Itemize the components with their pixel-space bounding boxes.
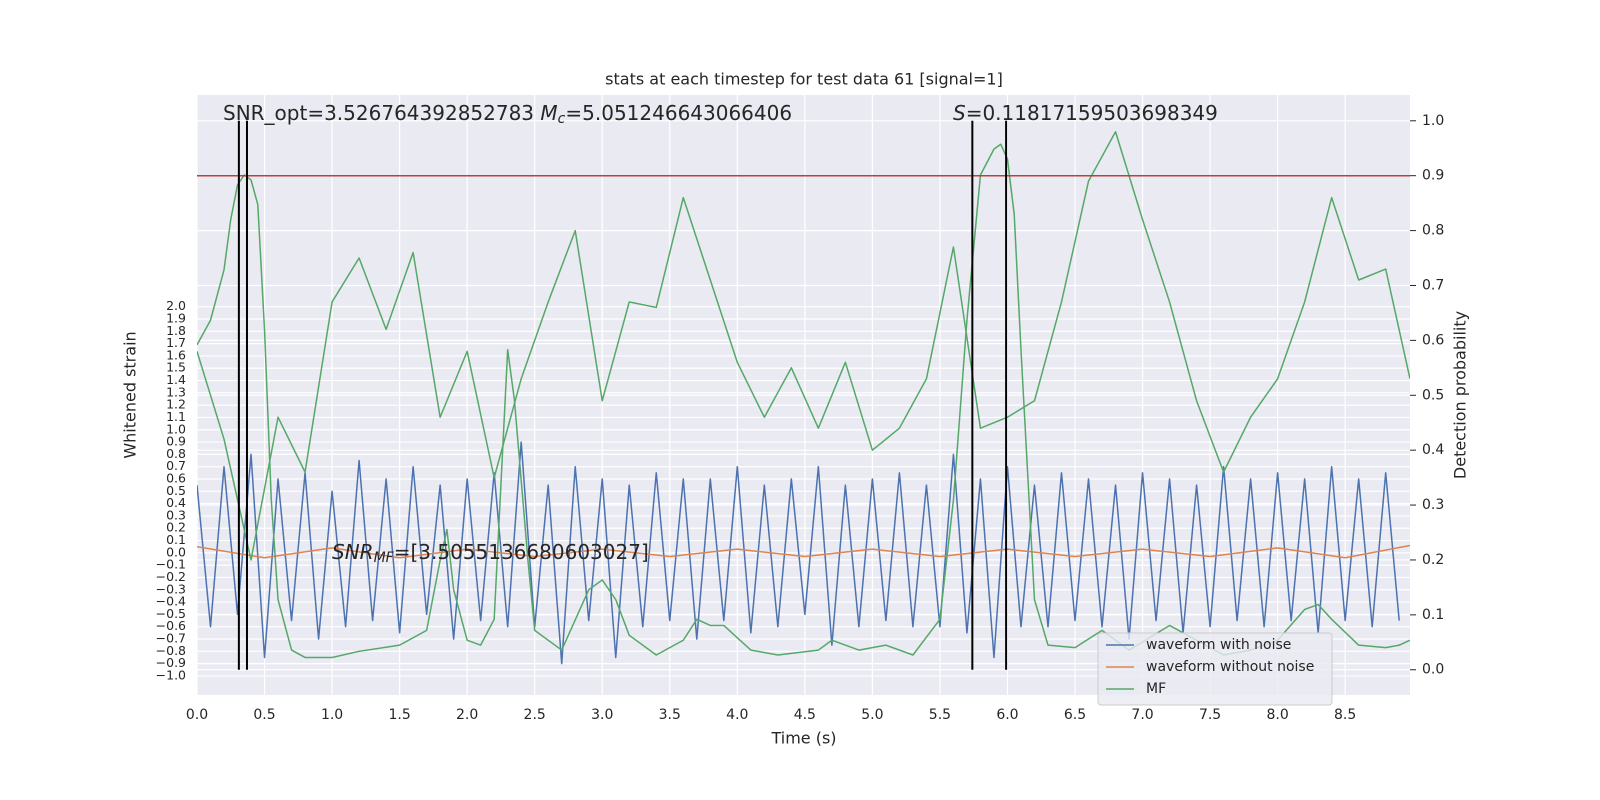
series-line [197,544,1410,559]
x-axis-label: Time (s) [770,729,836,748]
y-axis-label: Whitened strain [121,331,140,458]
x-tick-label: 8.5 [1334,707,1356,723]
plot-area [197,120,1410,670]
x-tick-label: 1.5 [388,707,410,723]
y2-tick-label: 1.0 [1422,113,1444,129]
series-line [197,441,1400,665]
y-tick-label: 0.8 [166,446,186,461]
x-tick-label: 7.5 [1199,707,1221,723]
y-tick-label: 1.4 [166,372,186,387]
y-tick-label: 1.2 [166,397,186,412]
x-tick-label: 5.5 [929,707,951,723]
x-tick-label: 2.0 [456,707,478,723]
x-tick-label: 3.0 [591,707,613,723]
y2-tick-label: 0.4 [1422,442,1444,458]
annotation-text: SNR_opt=3.526764392852783 [223,101,540,125]
axes: 0.0 0.5 1.0 1.5 2.0 2.5 3.0 3.5 4.0 4.5 5.0 5.5 6.0 6… [156,113,1445,723]
y2-axis-label: Detection probability [1451,311,1470,479]
y-tick-label: −1.0 [156,667,186,682]
x-tick-label: 0.5 [253,707,275,723]
annotation-text: SNR [332,540,374,564]
y2-tick-label: 0.2 [1422,552,1444,568]
y-tick-label: 1.0 [166,421,186,436]
legend-label: MF [1146,681,1166,697]
x-tick-label: 0.0 [186,707,208,723]
legend-label: waveform without noise [1146,659,1314,675]
x-tick-label: 5.0 [861,707,883,723]
annotation: S=0.11817159503698349 [953,101,1218,125]
y2-tick-label: 0.0 [1422,662,1444,678]
annotation-text: S [953,101,966,125]
x-tick-label: 6.0 [996,707,1018,723]
x-tick-label: 3.5 [659,707,681,723]
y-tick-label: 1.6 [166,347,186,362]
y2-tick-label: 0.9 [1422,168,1444,184]
annotation-text: =0.11817159503698349 [966,101,1218,125]
annotation-text: MF [374,550,395,566]
y-tick-label: −0.4 [156,594,186,609]
y-tick-label: 0.7 [166,458,186,473]
y-tick-label: 1.8 [166,323,186,338]
y2-tick-label: 0.5 [1422,387,1444,403]
y-tick-label: 1.1 [166,409,186,424]
y-tick-label: −0.9 [156,655,186,670]
annotation-text: M [540,101,557,125]
y-tick-label: 0.9 [166,434,186,449]
annotation-text: c [558,111,566,127]
y2-tick-label: 0.1 [1422,607,1444,623]
y2-tick-label: 0.3 [1422,497,1444,513]
y-tick-label: −0.8 [156,643,186,658]
annotation: SNRMF=[3.5055136680603027] [332,540,649,567]
y-tick-label: −0.6 [156,618,186,633]
y-tick-label: −0.2 [156,569,186,584]
y-tick-label: −0.5 [156,606,186,621]
legend: waveform with noise waveform without nois… [1097,632,1333,706]
chart-title: stats at each timestep for test data 61 … [605,70,1003,89]
annotation-text: =5.051246643066406 [565,101,792,125]
y-tick-label: −0.1 [156,557,186,572]
y-tick-label: 0.1 [166,532,186,547]
y2-tick-label: 0.8 [1422,223,1444,239]
x-tick-label: 4.0 [726,707,748,723]
y-tick-label: 1.5 [166,360,186,375]
x-tick-label: 1.0 [321,707,343,723]
x-tick-label: 2.5 [524,707,546,723]
x-tick-label: 4.5 [794,707,816,723]
y-tick-label: 0.2 [166,520,186,535]
y-tick-label: 0.6 [166,471,186,486]
y-tick-label: 0.0 [166,544,186,559]
y-tick-label: 0.3 [166,507,186,522]
y-tick-label: −0.7 [156,631,186,646]
x-tick-label: 7.0 [1131,707,1153,723]
legend-label: waveform with noise [1146,637,1291,653]
y-tick-label: 0.4 [166,495,186,510]
y2-tick-label: 0.7 [1422,277,1444,293]
y-tick-label: 2.0 [166,298,186,313]
legend-box [1097,632,1333,706]
x-tick-label: 8.0 [1266,707,1288,723]
y2-tick-label: 0.6 [1422,332,1444,348]
y-tick-label: 1.7 [166,335,186,350]
y-tick-label: −0.3 [156,581,186,596]
annotation-text: =[3.5055136680603027] [394,540,649,564]
x-tick-label: 6.5 [1064,707,1086,723]
y-tick-label: 1.3 [166,384,186,399]
annotation: SNR_opt=3.526764392852783 Mc=5.051246643… [223,101,792,128]
y-tick-label: 1.9 [166,311,186,326]
y-tick-label: 0.5 [166,483,186,498]
series-line [197,131,1410,561]
